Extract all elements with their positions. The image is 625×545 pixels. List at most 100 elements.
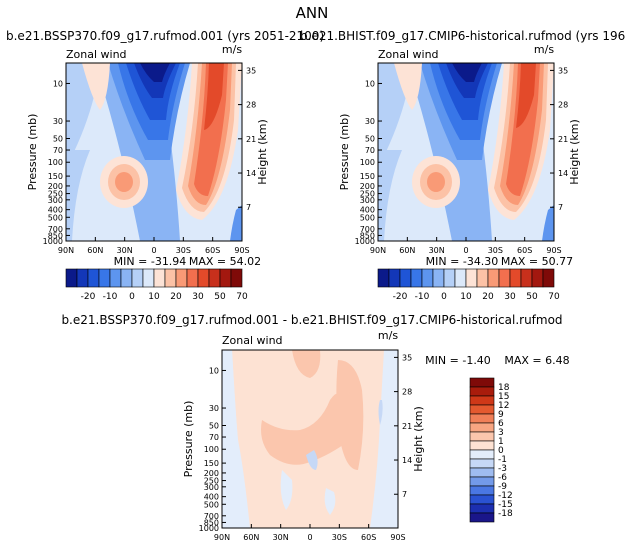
units-label: m/s [378,329,398,342]
y-tick-label: 850 [48,231,63,240]
axes: 90N 60N 30N 0 30S 60S 90S103050701001502002503… [182,353,425,542]
colorbar-label: 30 [504,292,516,302]
y-tick-label: 70 [209,433,219,442]
y-tick-label: 300 [204,483,219,492]
colorbar-swatch [399,268,412,288]
colorbar-label: -20 [81,292,96,302]
y-right-tick-label: 28 [246,101,256,110]
y-right-tick-label: 21 [246,135,256,144]
y-tick-label: 300 [360,196,375,205]
y-right-tick-label: 14 [246,169,256,178]
field-label: Zonal wind [378,48,439,61]
y-tick-label: 850 [360,231,375,240]
min-label: MIN = -31.94 [114,255,187,268]
y-tick-label: 250 [204,477,219,486]
x-tick-label: 60N [87,246,103,255]
panel-title: b.e21.BSSP370.f09_g17.rufmod.001 - b.e21… [61,313,562,327]
figure-title: ANN [296,4,329,22]
colorbar-swatch [469,449,495,460]
colorbar-label: 0 [441,292,447,302]
colorbar-label: -1 [498,455,507,465]
y-tick-label: 200 [204,469,219,478]
colorbar-label: 50 [526,292,538,302]
colorbar-swatch [388,268,401,288]
y-tick-label: 200 [48,182,63,191]
y-axis-label: Pressure (mb) [338,114,351,191]
x-tick-label: 30N [117,246,133,255]
y-tick-label: 400 [48,206,63,215]
colorbar-swatch [377,268,390,288]
y-right-axis-label: Height (km) [568,119,581,185]
y-tick-label: 250 [360,190,375,199]
colorbar-swatch [509,268,522,288]
colorbar-label: 10 [148,292,160,302]
y-tick-label: 700 [360,225,375,234]
colorbar-swatch [432,268,445,288]
y-tick-label: 400 [360,206,375,215]
colorbar-label: -18 [498,509,513,519]
y-tick-label: 70 [53,146,63,155]
y-right-tick-label: 35 [402,353,412,362]
colorbar-swatch [465,268,478,288]
colorbar-swatch [469,404,495,415]
colorbar-label: -15 [498,500,513,510]
x-tick-label: 90N [370,246,386,255]
y-tick-label: 500 [48,213,63,222]
y-tick-label: 200 [360,182,375,191]
x-tick-label: 60S [517,246,532,255]
y-tick-label: 50 [53,135,63,144]
colorbar: -20 -10 0 10 20 30 50 70 [377,268,560,302]
x-tick-label: 30N [273,533,289,542]
y-right-tick-label: 21 [402,422,412,431]
colorbar-swatch [421,268,434,288]
y-right-tick-label: 28 [558,101,568,110]
y-tick-label: 700 [48,225,63,234]
y-right-axis-label: Height (km) [256,119,269,185]
colorbar-swatch [469,386,495,397]
colorbar-label: 20 [482,292,494,302]
y-tick-label: 150 [360,172,375,181]
panel-ssp370: b.e21.BSSP370.f09_g17.rufmod.001 (yrs 20… [6,29,324,302]
y-tick-label: 50 [365,135,375,144]
y-tick-label: 10 [209,366,219,375]
y-tick-label: 30 [209,404,219,413]
colorbar-label: -20 [393,292,408,302]
field-label: Zonal wind [222,334,283,347]
y-tick-label: 150 [48,172,63,181]
colorbar-swatch [487,268,500,288]
y-tick-label: 100 [48,158,63,167]
colorbar-swatch [230,268,243,288]
colorbar-swatch [87,268,100,288]
colorbar-label: 3 [498,428,504,438]
x-tick-label: 60S [361,533,376,542]
colorbar-swatch [219,268,232,288]
x-tick-label: 30S [176,246,191,255]
x-tick-label: 60S [205,246,220,255]
colorbar-label: 1 [498,437,504,447]
colorbar-label: 12 [498,401,509,411]
colorbar-swatch [208,268,221,288]
colorbar-swatch [175,268,188,288]
colorbar-swatch [131,268,144,288]
x-tick-label: 0 [463,246,468,255]
colorbar: -20 -10 0 10 20 30 50 70 [65,268,248,302]
colorbar-swatch [531,268,544,288]
colorbar-swatch [410,268,423,288]
axes: 90N 60N 30N 0 30S 60S 90S103050701001502002503… [338,66,581,255]
y-right-tick-label: 7 [402,490,407,499]
colorbar-swatch [469,395,495,406]
panel-historical: b.e21.BHIST.f09_g17.CMIP6-historical.ruf… [300,29,625,302]
colorbar-swatch [469,458,495,469]
min-label: MIN = -1.40 [425,354,491,367]
colorbar-swatch [109,268,122,288]
colorbar-label: -3 [498,464,507,474]
y-axis-label: Pressure (mb) [182,401,195,478]
x-tick-label: 90N [214,533,230,542]
colorbar-label: 30 [192,292,204,302]
y-right-axis-label: Height (km) [412,406,425,472]
y-tick-label: 10 [53,79,63,88]
colorbar-swatch [120,268,133,288]
colorbar-swatch [153,268,166,288]
